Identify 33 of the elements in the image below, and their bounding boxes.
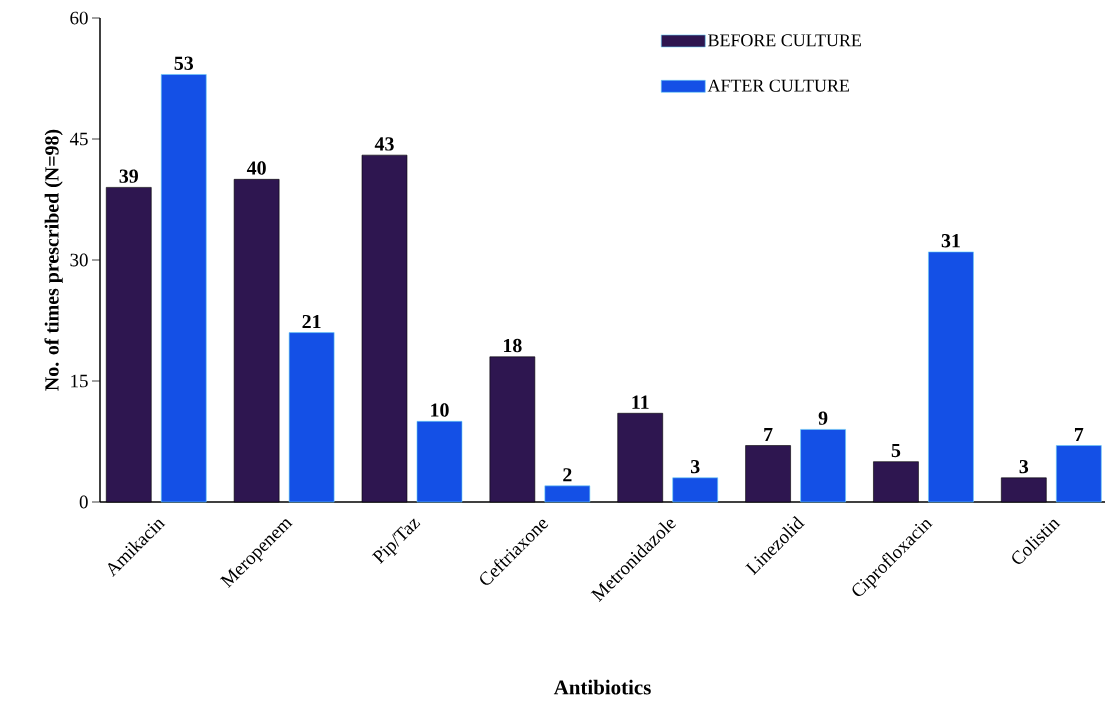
bar [544,485,591,503]
data-label: 3 [1019,459,1029,474]
y-tick-label: 15 [71,374,88,388]
y-tick-label: 30 [70,253,88,267]
bar [160,74,207,503]
bar [288,332,335,503]
data-label: 40 [246,161,266,175]
x-axis-title: Antibiotics [553,679,651,695]
data-label: 9 [818,411,828,425]
data-label: 2 [563,468,572,482]
legend-label: BEFORE CULTURE [708,34,861,47]
y-tick-label: 60 [70,11,88,25]
bar [672,477,719,503]
data-label: 31 [941,234,960,248]
data-label: 5 [891,443,901,458]
bar [1056,445,1102,503]
y-tick-label: 0 [79,495,88,509]
legend-label: AFTER CULTURE [707,79,849,92]
data-label: 39 [119,169,138,183]
data-label: 18 [503,338,522,353]
bar [928,251,974,503]
data-label: 21 [302,314,321,329]
data-label: 3 [690,459,700,474]
y-axis-title: No. of times prescribed (N=98) [44,129,63,391]
data-label: 11 [632,395,649,409]
bar [800,429,846,503]
bar [416,421,463,503]
data-label: 10 [431,403,449,417]
y-tick-label: 45 [69,132,88,146]
data-label: 53 [174,56,194,70]
data-label: 43 [374,137,394,151]
data-label: 7 [764,427,773,442]
data-label: 7 [1074,427,1084,442]
